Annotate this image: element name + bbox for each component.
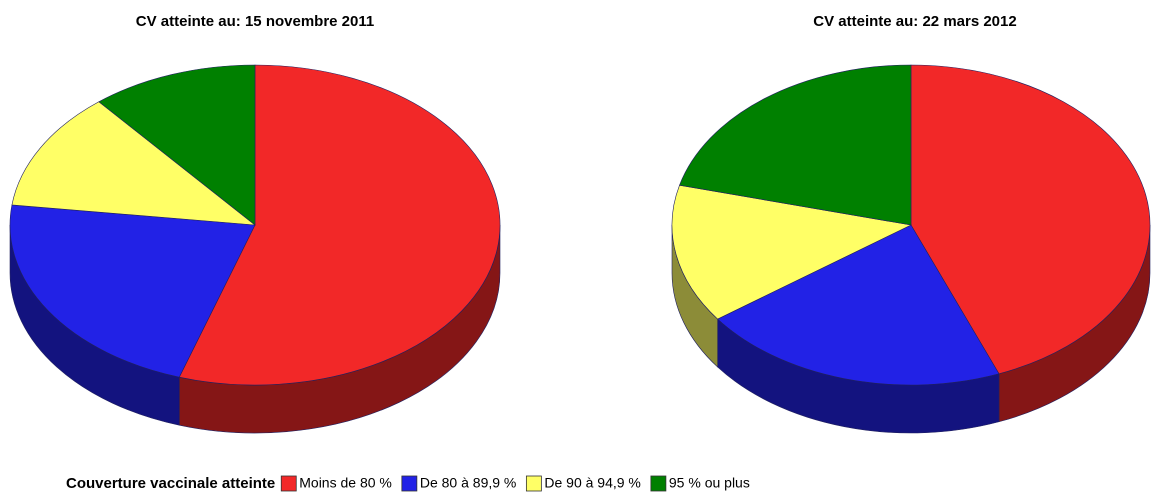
pie-slice bbox=[671, 184, 912, 320]
legend-label: De 80 à 89,9 % bbox=[420, 475, 517, 491]
pie-slice bbox=[11, 101, 256, 226]
legend-swatch bbox=[525, 475, 542, 492]
legend-label: 95 % ou plus bbox=[669, 475, 750, 491]
legend-swatch bbox=[401, 475, 418, 492]
pie-slice bbox=[910, 64, 1151, 375]
legend-label: Moins de 80 % bbox=[299, 475, 392, 491]
legend-title: Couverture vaccinale atteinte bbox=[66, 475, 275, 492]
pie-slice bbox=[178, 64, 501, 386]
legend-label: De 90 à 94,9 % bbox=[544, 475, 641, 491]
pie-slice bbox=[679, 64, 912, 226]
pie-slice bbox=[98, 64, 256, 226]
pie-slice bbox=[9, 204, 256, 378]
chart-title: CV atteinte au: 22 mars 2012 bbox=[813, 13, 1016, 30]
legend-swatch bbox=[650, 475, 667, 492]
legend-swatch bbox=[280, 475, 297, 492]
chart-title: CV atteinte au: 15 novembre 2011 bbox=[136, 13, 374, 30]
pie-slice bbox=[717, 224, 1000, 386]
